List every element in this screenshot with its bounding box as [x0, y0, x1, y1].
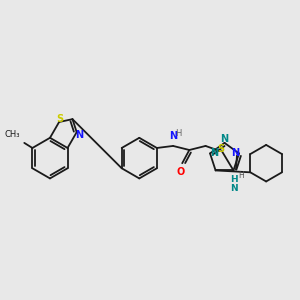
Text: N: N	[75, 130, 83, 140]
Text: N: N	[220, 134, 229, 144]
Text: H: H	[238, 171, 244, 180]
Text: CH₃: CH₃	[5, 130, 20, 139]
Text: H
N: H N	[230, 175, 238, 193]
Text: H: H	[175, 129, 181, 138]
Text: S: S	[57, 114, 64, 124]
Text: O: O	[176, 167, 184, 177]
Text: N: N	[210, 148, 218, 158]
Text: S: S	[217, 144, 224, 154]
Text: N: N	[169, 131, 177, 141]
Text: N: N	[231, 148, 239, 158]
